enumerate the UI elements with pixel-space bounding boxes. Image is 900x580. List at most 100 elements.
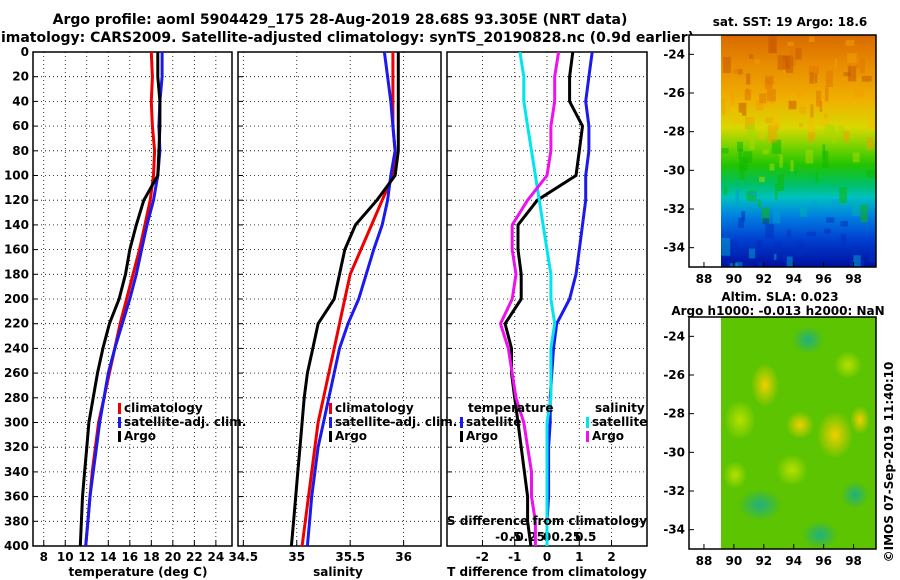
sst-texture-cell [738, 217, 744, 228]
temperature-panel-frame [32, 51, 233, 547]
sst-texture-cell [744, 89, 752, 101]
sst-texture-cell [771, 139, 782, 154]
sla-field [721, 317, 876, 549]
sst-texture-cell [759, 176, 765, 183]
temperature-xlabel: temperature (deg C) [69, 565, 208, 579]
line-argo [289, 52, 400, 546]
sst-texture-cell [790, 160, 794, 172]
sst-texture-cell [794, 171, 798, 176]
x-tick-label: 35.5 [335, 550, 365, 564]
legend-swatch [460, 417, 463, 428]
sst-latitude-ticks: -24 -26 -28 -30 -32 -34 [663, 47, 694, 255]
line-s-argo [499, 52, 561, 546]
map-x-tick-label: 90 [726, 554, 743, 568]
map-x-tick-label: 92 [755, 272, 772, 286]
map-x-tick-label: 98 [845, 272, 862, 286]
sst-texture-cell [723, 186, 728, 195]
depth-tick-label: 20 [12, 70, 29, 84]
sst-texture-cell [738, 102, 743, 113]
map-y-tick-label: -32 [663, 484, 685, 498]
sst-texture-cell [843, 72, 851, 77]
map-y-tick-label: -30 [663, 163, 685, 177]
sst-texture-cell [795, 48, 802, 60]
depth-tick-label: 280 [4, 391, 29, 405]
sst-texture-cell [788, 100, 797, 110]
sst-texture-cell [761, 207, 770, 224]
legend-label: satellite [466, 415, 521, 429]
sst-texture-cell [798, 123, 803, 128]
sst-texture-cell [737, 141, 744, 152]
map-x-tick-label: 98 [845, 554, 862, 568]
x-tick-label: 20 [164, 550, 181, 564]
map-y-tick-label: -32 [663, 202, 685, 216]
temperature-panel: 0 20 40 60 80 100 120 140 160 180 200 220 240 260 280 3… [4, 45, 246, 579]
sst-texture-cell [806, 231, 816, 237]
sst-texture-cell [733, 68, 743, 74]
depth-tick-label: 0 [21, 45, 29, 59]
sst-texture-cell [809, 66, 819, 74]
sst-texture-cell [839, 186, 848, 204]
sst-texture-cell [777, 174, 784, 191]
sla-blob [751, 363, 779, 407]
sst-texture-cell [722, 56, 731, 73]
sst-texture-cell [746, 123, 755, 136]
depth-tick-label: 320 [4, 440, 29, 454]
sst-texture-cell [772, 114, 781, 127]
x-tick-label: 14 [100, 550, 117, 564]
sst-texture-cell [785, 55, 794, 73]
map-x-tick-label: 92 [755, 554, 772, 568]
legend-swatch [586, 417, 589, 428]
depth-tick-label: 260 [4, 366, 29, 380]
sla-map: Altim. SLA: 0.023 Argo h1000: -0.013 h20… [663, 290, 884, 568]
sst-texture-cell [824, 113, 828, 119]
map-x-tick-label: 90 [726, 272, 743, 286]
sst-texture-cell [834, 58, 838, 69]
s-tick-label: 0.5 [575, 530, 596, 544]
sst-texture-cell [799, 106, 806, 114]
sst-texture-cell [807, 132, 816, 143]
sla-blob [786, 411, 814, 439]
sst-texture-cell [786, 229, 792, 237]
x-tick-label: 18 [143, 550, 160, 564]
x-tick-label: 2 [607, 550, 615, 564]
sst-texture-cell [764, 77, 773, 90]
sst-texture-cell [815, 171, 819, 183]
depth-tick-label: 340 [4, 465, 29, 479]
sst-texture-cell [866, 170, 876, 178]
depth-tick-label: 380 [4, 514, 29, 528]
sst-texture-cell [807, 117, 816, 134]
map-x-tick-label: 94 [785, 272, 802, 286]
sla-blob [738, 489, 782, 521]
sst-texture-cell [845, 39, 855, 46]
sst-texture-cell [744, 116, 755, 130]
sst-texture-cell [759, 93, 767, 104]
sla-blob [817, 411, 853, 459]
x-tick-label: 12 [78, 550, 95, 564]
line-t-argo [503, 52, 584, 546]
sst-texture-cell [733, 242, 738, 254]
legend-label: Argo [335, 429, 367, 443]
depth-tick-label: 300 [4, 416, 29, 430]
map-y-tick-label: -34 [663, 523, 685, 537]
sst-texture-cell [762, 149, 769, 155]
sla-blob [776, 454, 808, 486]
sst-texture-cell [786, 256, 793, 267]
t-difference-xlabel: T difference from climatology [447, 565, 647, 579]
legend-swatch [460, 431, 463, 442]
sst-texture-cell [860, 259, 865, 267]
sst-texture-cell [852, 202, 860, 217]
sst-texture-cell [822, 150, 829, 169]
sst-texture-cell [742, 151, 753, 163]
map-x-tick-label: 88 [696, 554, 713, 568]
sst-texture-cell [767, 125, 778, 143]
sst-texture-cell [741, 211, 746, 222]
line-satellite-adj-clim- [305, 52, 397, 546]
sla-blob [834, 351, 862, 379]
map-y-tick-label: -24 [663, 329, 685, 343]
legend-label: satellite [592, 415, 647, 429]
map-x-tick-label: 88 [696, 272, 713, 286]
map-y-tick-label: -34 [663, 241, 685, 255]
temperature-grid [33, 51, 232, 547]
legend-swatch [586, 431, 589, 442]
